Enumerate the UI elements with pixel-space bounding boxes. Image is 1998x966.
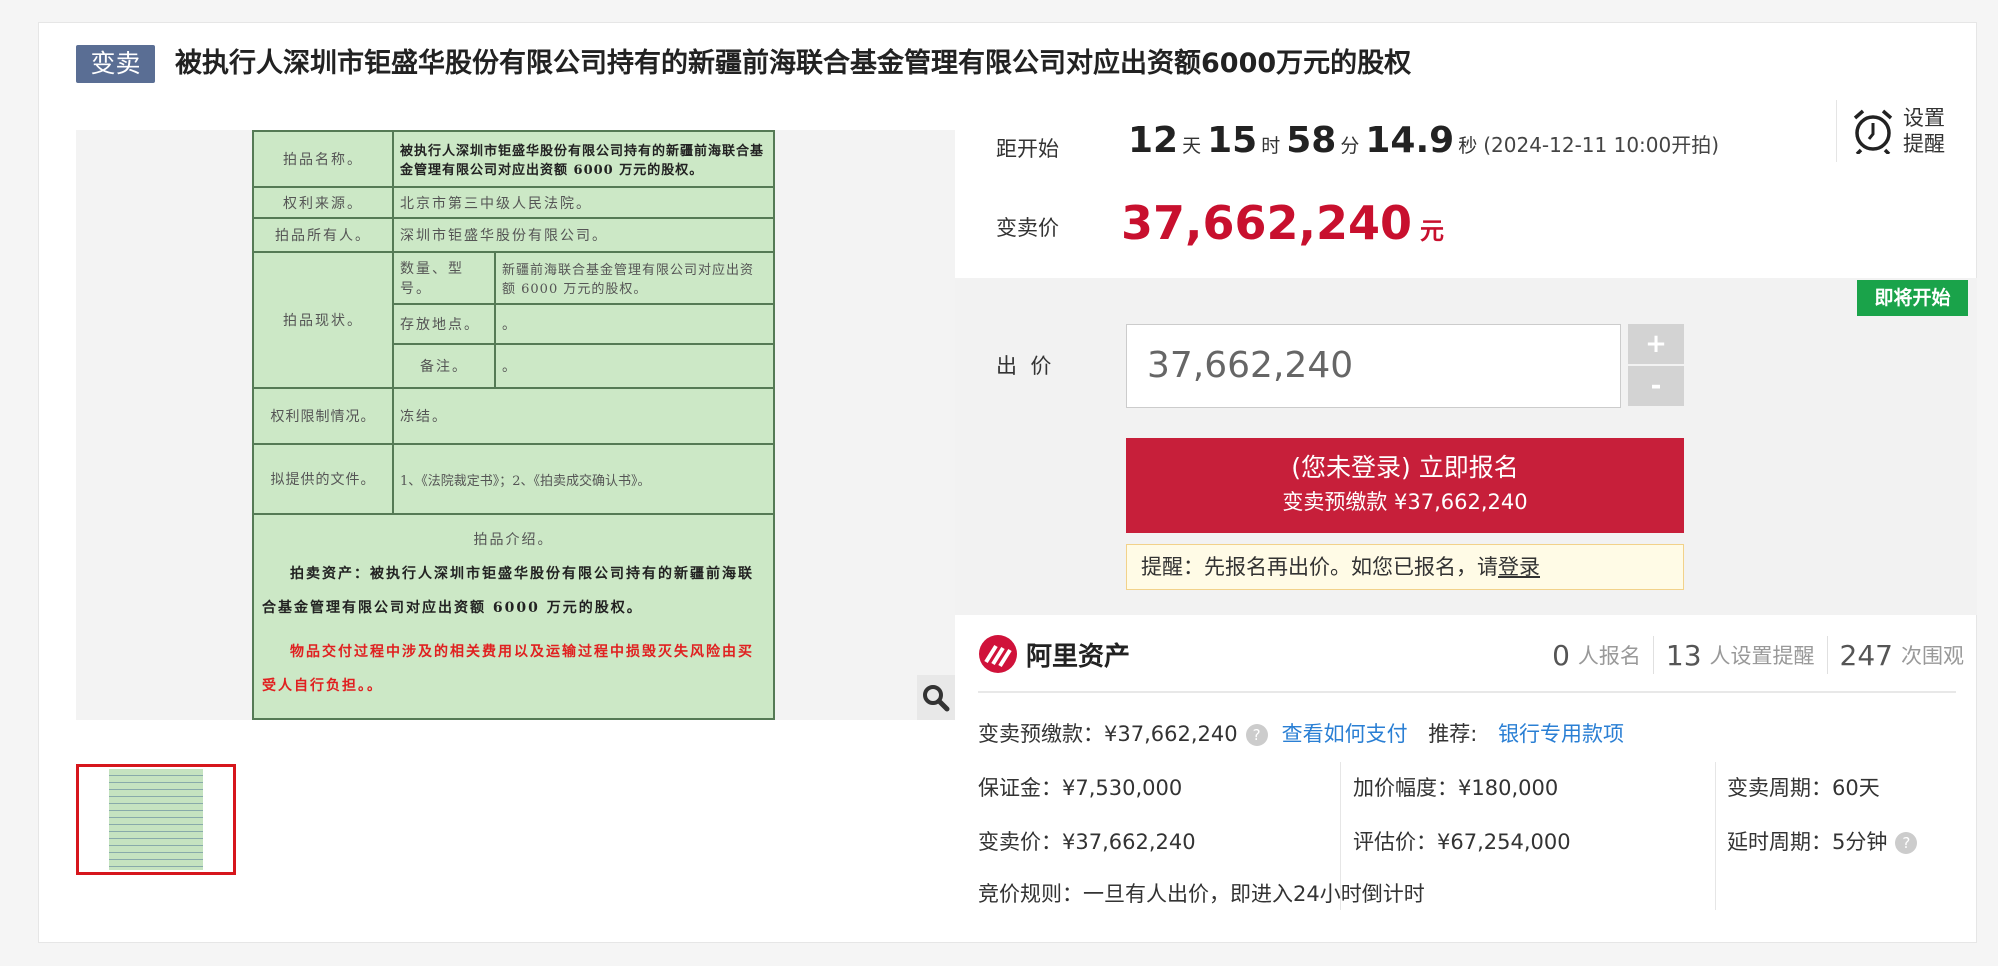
doc-sublabel: 数量、型号。 (392, 251, 496, 305)
stat-views: 247 次围观 (1826, 636, 1976, 674)
zoom-button[interactable] (917, 675, 955, 720)
recommend-label: 推荐: (1428, 722, 1478, 746)
days-unit: 天 (1182, 135, 1202, 157)
doc-intro: 拍品介绍。 拍卖资产：被执行人深圳市钜盛华股份有限公司持有的新疆前海联合基金管理… (252, 513, 775, 720)
login-notice: 提醒：先报名再出价。如您已报名，请登录 (1126, 544, 1684, 590)
status-badge: 即将开始 (1857, 280, 1968, 316)
notice-text: 提醒：先报名再出价。如您已报名，请 (1141, 555, 1498, 579)
magnifier-icon (923, 684, 950, 711)
bid-input[interactable]: 37,662,240 (1126, 324, 1621, 408)
doc-value: 北京市第三中级人民法院。 (392, 186, 775, 219)
divider (978, 691, 1956, 693)
intro-warning: 物品交付过程中涉及的相关费用以及运输过程中损毁灭失风险由买受人自行负担。。 (262, 644, 754, 694)
stat-number: 0 (1552, 638, 1570, 672)
doc-sublabel: 存放地点。 (392, 303, 496, 345)
increase-bid-button[interactable]: + (1628, 324, 1684, 364)
brand-logo: 阿里资产 (978, 634, 1130, 674)
doc-value: 。 (494, 303, 775, 345)
help-icon[interactable]: ? (1245, 724, 1268, 746)
bidding-rule: 竞价规则：一旦有人出价，即进入24小时倒计时 (978, 882, 1425, 906)
help-icon[interactable]: ? (1895, 832, 1918, 854)
intro-asset: 拍卖资产：被执行人深圳市钜盛华股份有限公司持有的新疆前海联合基金管理有限公司对应… (262, 566, 754, 616)
hours: 15 (1207, 120, 1258, 161)
doc-label: 拟提供的文件。 (252, 443, 394, 515)
stat-signups: 0 人报名 (1540, 636, 1653, 674)
price-value: 37,662,240 (1121, 196, 1413, 250)
doc-sublabel: 备注。 (392, 343, 496, 389)
doc-label: 权利来源。 (252, 186, 394, 219)
signup-line1: (您未登录) 立即报名 (1291, 453, 1519, 482)
price-label: 变卖价 (996, 216, 1059, 240)
stat-number: 13 (1665, 638, 1702, 672)
alarm-clock-icon (1853, 109, 1893, 154)
login-link[interactable]: 登录 (1498, 555, 1540, 579)
thumbnail-image (109, 769, 203, 870)
document-image-table: 拍品名称。 被执行人深圳市钜盛华股份有限公司持有的新疆前海联合基金管理有限公司对应… (252, 130, 775, 720)
appraisal-price: 评估价：¥67,254,000 (1353, 830, 1571, 854)
stat-number: 247 (1839, 638, 1893, 672)
doc-label: 拍品名称。 (252, 130, 394, 188)
seconds-unit: 秒 (1458, 135, 1478, 157)
seconds: 14.9 (1365, 120, 1455, 161)
doc-value: 深圳市钜盛华股份有限公司。 (392, 217, 775, 253)
thumbnail-selected[interactable] (76, 764, 236, 875)
reminder-line1: 设置 (1903, 106, 1945, 130)
stats: 0 人报名 13 人设置提醒 247 次围观 (1540, 636, 1976, 674)
stat-unit: 人报名 (1577, 644, 1641, 668)
page-title: 被执行人深圳市钜盛华股份有限公司持有的新疆前海联合基金管理有限公司对应出资额60… (175, 48, 1412, 79)
minutes-unit: 分 (1340, 135, 1360, 157)
intro-title: 拍品介绍。 (473, 532, 554, 548)
hours-unit: 时 (1261, 135, 1281, 157)
doc-value: 被执行人深圳市钜盛华股份有限公司持有的新疆前海联合基金管理有限公司对应出资额 6… (392, 130, 775, 188)
countdown: 12 天 15 时 58 分 14.9 秒 (2024-12-11 10:00开拍) (1128, 120, 1719, 161)
sale-type-tag: 变卖 (76, 45, 155, 83)
countdown-label: 距开始 (996, 137, 1059, 161)
reminder-line2: 提醒 (1903, 132, 1945, 156)
brand-name: 阿里资产 (1026, 641, 1131, 672)
stat-unit: 人设置提醒 (1709, 644, 1815, 668)
signup-button[interactable]: (您未登录) 立即报名 变卖预缴款 ¥37,662,240 (1126, 438, 1684, 533)
column-divider (1340, 762, 1341, 910)
signup-line2: 变卖预缴款 ¥37,662,240 (1282, 490, 1528, 514)
ali-assets-logo-icon (979, 635, 1017, 673)
doc-label: 拍品所有人。 (252, 217, 394, 253)
doc-value: 1、《法院裁定书》；2、《拍卖成交确认书》。 (392, 443, 775, 515)
stat-reminders: 13 人设置提醒 (1652, 636, 1827, 674)
doc-value: 。 (494, 343, 775, 389)
doc-value: 新疆前海联合基金管理有限公司对应出资额 6000 万元的股权。 (494, 251, 775, 305)
bank-account-link[interactable]: 银行专用款项 (1498, 722, 1625, 746)
increment: 加价幅度：¥180,000 (1353, 776, 1559, 800)
current-price: 37,662,240 元 (1121, 196, 1444, 250)
bid-label: 出 价 (996, 354, 1052, 378)
doc-label: 权利限制情况。 (252, 387, 394, 445)
delay-period: 延时周期：5分钟 (1727, 830, 1888, 854)
deposit-amount: 变卖预缴款：¥37,662,240 (978, 722, 1238, 746)
doc-value: 冻结。 (392, 387, 775, 445)
set-reminder-button[interactable]: 设置 提醒 (1836, 100, 1945, 162)
decrease-bid-button[interactable]: - (1628, 366, 1684, 406)
days: 12 (1128, 120, 1179, 161)
delay-period-row: 延时周期：5分钟? (1727, 826, 1925, 856)
margin: 保证金：¥7,530,000 (978, 776, 1183, 800)
stat-unit: 次围观 (1901, 644, 1964, 668)
price-unit: 元 (1420, 217, 1445, 245)
minutes: 58 (1286, 120, 1337, 161)
doc-label: 拍品现状。 (252, 251, 394, 389)
sale-price: 变卖价：¥37,662,240 (978, 830, 1196, 854)
deposit-row: 变卖预缴款：¥37,662,240? 查看如何支付 推荐: 银行专用款项 (978, 718, 1624, 748)
start-time: (2024-12-11 10:00开拍) (1483, 133, 1720, 157)
column-divider (1715, 762, 1716, 910)
sale-period: 变卖周期：60天 (1727, 776, 1880, 800)
how-to-pay-link[interactable]: 查看如何支付 (1281, 722, 1408, 746)
